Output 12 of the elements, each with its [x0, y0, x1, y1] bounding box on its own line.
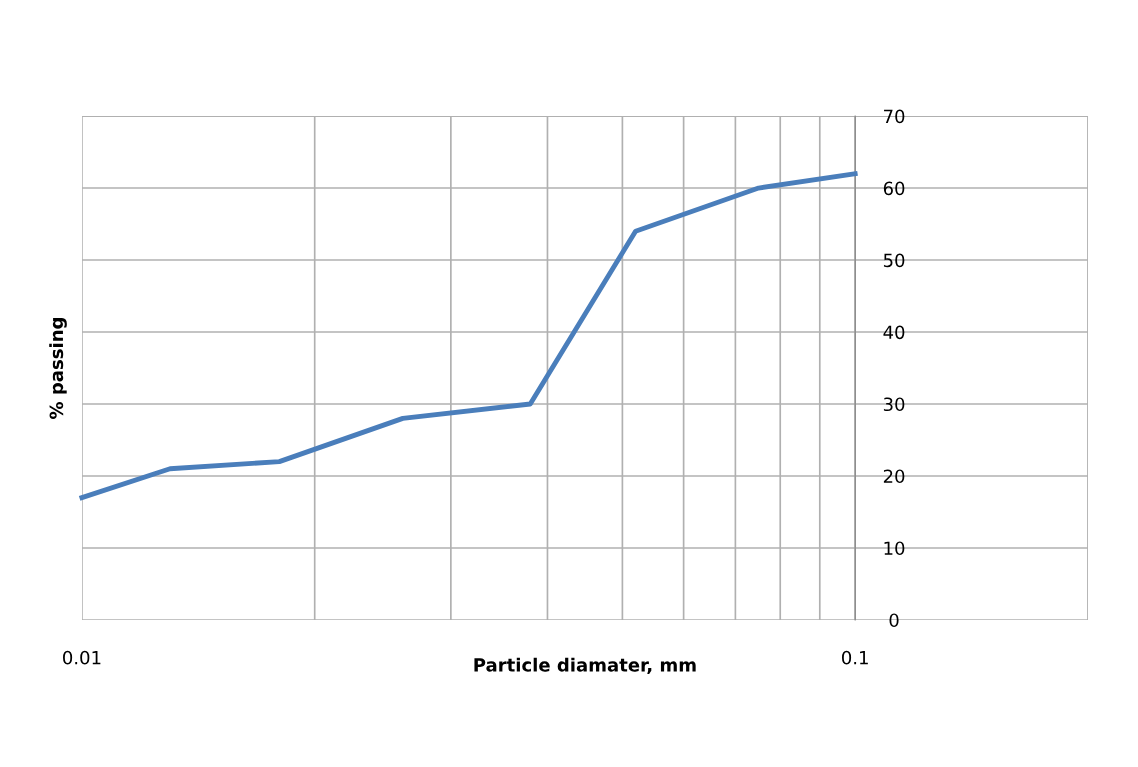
y-tick-label: 40: [883, 325, 905, 340]
y-tick-label: 60: [883, 181, 905, 196]
y-tick-label: 0: [889, 613, 899, 628]
y-tick-label: 20: [883, 469, 905, 484]
x-tick-label: 0.01: [63, 650, 101, 665]
y-axis-title: % passing: [49, 318, 67, 419]
y-tick-label: 10: [884, 541, 905, 556]
x-axis-title: Particle diamater, mm: [474, 657, 696, 675]
y-tick-label: 70: [884, 109, 905, 124]
x-tick-label: 0.1: [842, 650, 868, 665]
y-tick-label: 30: [883, 397, 905, 412]
y-tick-label: 50: [883, 253, 905, 268]
